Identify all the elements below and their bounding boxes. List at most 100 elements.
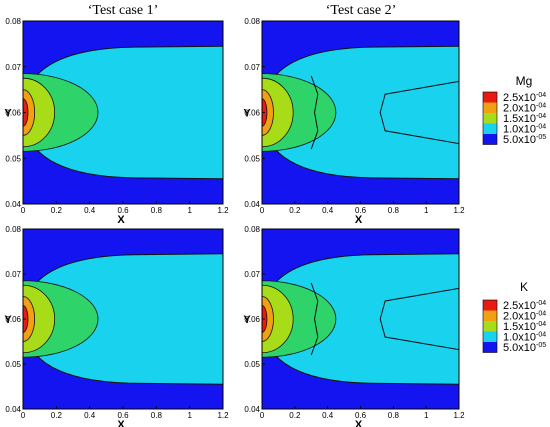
x-tick-label: 0.4 [322,206,334,215]
y-tick-label: 0.05 [244,154,260,163]
y-tick-label: 0.08 [5,17,21,26]
x-axis-label: X [355,419,363,427]
legend-label: 5.0x10-05 [503,134,546,146]
contour-line-front [310,282,319,356]
y-tick-label: 0.05 [5,154,21,163]
legend-swatch [483,331,497,342]
y-axis-label: Y [4,108,12,120]
y-tick-label: 0.08 [5,225,21,234]
legend-label: 2.0x10-04 [503,103,546,115]
legend-label: 5.0x10-05 [503,342,546,354]
y-tick-label: 0.04 [244,405,260,414]
y-axis-label: Y [4,314,12,326]
legend-exponent: -04 [536,103,546,110]
legend-label: 2.5x10-04 [503,92,546,104]
y-tick-label: 0.05 [244,360,260,369]
legend-k: K 2.5x10-042.0x10-041.5x10-041.0x10-045.0… [482,280,546,354]
x-tick-label: 1 [424,206,429,215]
legend-swatch [483,342,497,353]
legend-label: 1.5x10-04 [503,321,546,333]
y-tick-label: 0.07 [5,63,21,72]
x-tick-label: 0.6 [117,206,129,215]
x-tick-label: 0.8 [151,206,163,215]
x-tick-label: 0.2 [51,411,63,420]
legend-swatch [483,300,497,311]
y-tick-label: 0.06 [244,109,260,118]
x-tick-label: 0 [21,206,26,215]
legend-swatch [483,134,497,145]
y-tick-label: 0.04 [244,200,260,209]
x-axis-label: X [117,214,125,226]
x-tick-label: 0.8 [151,411,163,420]
x-tick-label: 0 [21,411,26,420]
x-tick-label: 0.6 [355,206,367,215]
x-tick-label: 0.4 [84,206,96,215]
x-tick-label: 0 [260,206,265,215]
legend-swatch [483,321,497,332]
legend-exponent: -05 [536,134,546,141]
legend-title: K [520,280,528,294]
legend-exponent: -04 [536,92,546,99]
y-axis-label: Y [243,314,251,326]
y-tick-label: 0.07 [244,270,260,279]
legend-swatch [483,123,497,134]
x-tick-label: 0.2 [289,206,301,215]
x-tick-label: 0.4 [84,411,96,420]
x-axis-label: X [355,214,363,226]
legend-title: Mg [516,74,533,88]
contour-panel-k-case-2: 0 0.2 0.4 0.6 0.8 1 1.2 0.04 0.05 0.06 0.07 0.08 X Y [243,225,465,427]
legend-exponent: -05 [536,342,546,349]
y-tick-label: 0.08 [244,225,260,234]
legend-label: 1.5x10-04 [503,113,546,125]
legend-exponent: -04 [536,332,546,339]
legends: Mg2.5x10-042.0x10-041.5x10-041.0x10-045.… [482,74,546,354]
y-tick-label: 0.04 [5,405,21,414]
x-tick-label: 0.8 [388,206,400,215]
x-tick-label: 0.2 [289,411,301,420]
contour-panel-k-case-1: 0 0.2 0.4 0.6 0.8 1 1.2 0.04 0.05 0.06 0.07 0.08 X Y [4,225,229,427]
panels: 0 0.2 0.4 0.6 0.8 1 1.20.040.050.060.070.08XY0… [4,17,465,427]
y-tick-label: 0.04 [5,200,21,209]
legend-label: 2.5x10-04 [503,300,546,312]
contour-panel-mg-case-2: 0 0.2 0.4 0.6 0.8 1 1.2 0.04 0.05 0.06 0.07 0.08 X Y [243,17,465,226]
contour-line-downstream [379,287,459,351]
x-tick-label: 1 [187,411,192,420]
x-tick-label: 1.2 [453,411,465,420]
legend-exponent: -04 [536,300,546,307]
legend-label: 1.0x10-04 [503,124,546,136]
contour-line-downstream [379,80,459,145]
legend-label: 2.0x10-04 [503,311,546,323]
legend-swatch [483,92,497,103]
y-tick-label: 0.05 [5,360,21,369]
y-tick-label: 0.06 [244,315,260,324]
y-tick-label: 0.07 [244,63,260,72]
contour-panel-mg-case-1: 0 0.2 0.4 0.6 0.8 1 1.2 0.04 0.05 0.06 0.07 0.08 X Y [4,17,229,226]
legend-swatch [483,102,497,113]
y-tick-label: 0.07 [5,270,21,279]
contour-line-front [310,75,319,150]
x-tick-label: 0.6 [117,411,129,420]
legend-exponent: -04 [536,321,546,328]
x-tick-label: 1.2 [453,206,465,215]
legend-label: 1.0x10-04 [503,332,546,344]
legend-swatch [483,113,497,124]
x-tick-label: 0 [260,411,265,420]
legend-mg: Mg 2.5x10-042.0x10-041.5x10-041.0x10-045.… [482,74,546,146]
x-axis-label: X [117,419,125,427]
x-tick-label: 1.2 [217,411,229,420]
legend-exponent: -04 [536,311,546,318]
x-tick-label: 0.2 [51,206,63,215]
y-axis-label: Y [243,108,251,120]
x-tick-label: 1 [424,411,429,420]
column-title-case-1: ‘Test case 1’ [88,3,159,18]
column-title-case-2: ‘Test case 2’ [326,3,397,18]
x-tick-label: 0.4 [322,411,334,420]
legend-swatch [483,310,497,321]
x-tick-label: 1.2 [217,206,229,215]
y-tick-label: 0.08 [244,17,260,26]
x-tick-label: 0.6 [355,411,367,420]
y-tick-label: 0.06 [5,315,21,324]
y-tick-label: 0.06 [5,109,21,118]
legend-exponent: -04 [536,124,546,131]
